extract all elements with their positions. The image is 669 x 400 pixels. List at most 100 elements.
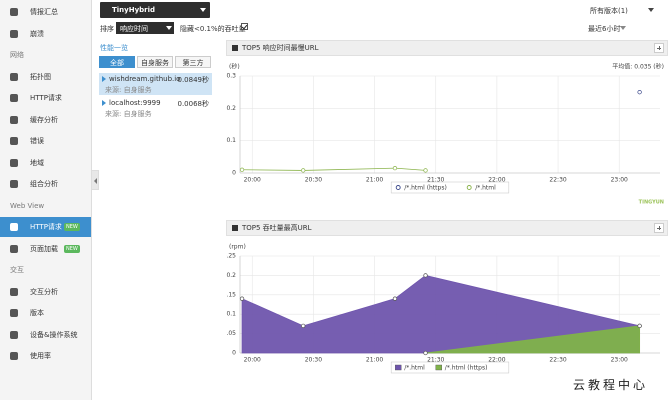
point [301,323,306,328]
legend-label[interactable]: /*.html [475,185,496,192]
nav-label: HTTP请求 [30,94,62,102]
point [423,273,428,278]
line [242,167,426,171]
version-label: 所有版本(1) [590,7,628,15]
nav-icon [10,158,18,167]
sort-label: 排序 [100,25,114,33]
y-tick-label: 0.3 [226,73,236,80]
chart: (rpm) 0 0.05 0.1 0.15 0.2 0.25 20:00 20:30 21:00 2… [226,244,660,374]
point [239,167,245,172]
point [239,296,245,301]
nav-item[interactable]: 使用率 [0,346,91,366]
y-tick-label: 0.1 [226,137,236,144]
x-tick-label: 22:00 [488,177,505,184]
time-range: 最近6小时 [588,25,621,33]
point [423,168,428,173]
sidebar: 情报汇总 崩溃 网络 拓扑图 HTTP请求 缓存分析 错误 地域 组合分析 Web View HTT… [0,0,92,400]
x-tick-label: 20:30 [305,357,322,364]
entry-value: 0.0068秒 [177,100,210,108]
chart-header: TOP5 响应时间最慢URL [226,40,668,56]
version-dropdown[interactable]: 所有版本(1) [560,3,660,17]
nav-item[interactable]: 错误 [0,131,91,151]
entry-source: 来源: 自身服务 [105,86,152,94]
nav-item[interactable]: 交互分析 [0,282,91,302]
point [423,350,428,356]
tab[interactable]: 第三方 [175,56,211,68]
y-tick-label: 0.2 [226,272,236,279]
chart: (秒) 平均值: 0.035 (秒) 0 0.1 0.2 0.3 20:00 20:30 21:… [226,63,664,206]
x-tick-label: 21:00 [366,177,383,184]
tab[interactable]: 全部 [99,56,135,68]
nav-label: 地域 [30,158,44,167]
hide-checkbox-label: 隐藏<0.1%的吞吐量 [180,25,246,33]
legend-marker[interactable] [395,185,401,190]
x-tick-label: 21:00 [366,357,383,364]
chart-title: TOP5 响应时间最慢URL [242,44,319,52]
nav-icon [10,223,18,231]
nav-label: 使用率 [30,352,51,360]
panel-icon [232,225,238,231]
nav-item[interactable]: 崩溃 [0,24,91,44]
point [637,90,642,95]
sort-value: 响应时间 [120,25,148,33]
legend-marker[interactable] [435,364,443,371]
nav-item[interactable]: 缓存分析 [0,110,91,130]
nav-item[interactable]: HTTP请求 [0,88,91,108]
legend-marker[interactable] [394,364,402,371]
nav-item[interactable]: 设备&操作系统 [0,325,91,345]
nav-item[interactable]: 页面加载 NEW [0,239,91,259]
add-button[interactable] [654,43,664,53]
legend-marker[interactable] [466,185,472,190]
nav-icon [10,244,18,253]
nav-item[interactable]: 组合分析 [0,174,91,194]
nav-label: 崩溃 [30,29,44,38]
list-entry[interactable]: wishdream.github.io 0.0849秒 来源: 自身服务 [99,73,212,95]
y-tick-label: 0.05 [226,330,236,337]
watermark: 云教程中心 [573,378,649,392]
y-tick-label: 0 [232,350,236,357]
nav-icon [10,330,18,339]
app-dropdown[interactable]: TinyHybrid [100,2,210,18]
sort-dropdown[interactable]: 响应时间 [116,22,174,34]
y-tick-label: 0.15 [226,291,236,298]
x-tick-label: 20:30 [305,177,322,184]
nav-label: 交互分析 [30,287,58,296]
collapse-toggle[interactable] [91,170,99,190]
x-tick-label: 23:00 [611,177,628,184]
y-tick-label: 0.2 [226,105,236,112]
x-tick-label: 20:00 [244,357,261,364]
nav-item[interactable]: 地域 [0,153,91,173]
x-tick-label: 22:30 [549,357,566,364]
y-tick-label: 0.25 [226,253,236,260]
x-tick-label: 20:00 [244,177,261,184]
nav-item[interactable]: HTTP请求 NEW [0,217,91,237]
nav-label: 版本 [30,309,44,317]
x-tick-label: 22:00 [488,357,505,364]
list-entry[interactable]: localhost:9999 0.0068秒 来源: 自身服务 [99,97,212,119]
dropdown-arrow [166,26,172,30]
nav-item[interactable]: 版本 [0,303,91,323]
dropdown-arrow [648,8,654,12]
time-range-dropdown[interactable]: 最近6小时 [560,22,630,34]
x-tick-label: 21:30 [427,177,444,184]
entry-host: wishdream.github.io [109,75,181,83]
legend-label[interactable]: /*.html [404,365,425,372]
entry-marker [102,76,106,82]
y-axis-label: (秒) [229,63,240,71]
hide-checkbox[interactable] [241,23,248,30]
nav-item[interactable]: 情报汇总 [0,2,91,22]
dropdown-arrow [620,26,626,30]
nav-label: HTTP请求 [30,223,62,231]
legend-label[interactable]: /*.html (https) [445,365,488,372]
nav-label: 情报汇总 [30,8,58,16]
nav-item[interactable]: 拓扑图 [0,67,91,87]
list-title[interactable]: 性能一览 [100,44,128,52]
x-tick-label: 22:30 [549,177,566,184]
add-button[interactable] [654,223,664,233]
legend-box [390,181,510,194]
nav-icon [10,115,18,124]
chart-title: TOP5 吞吐量最高URL [242,224,312,232]
point [301,168,306,173]
legend-label[interactable]: /*.html (https) [404,185,447,192]
tab[interactable]: 自身服务 [137,56,173,68]
